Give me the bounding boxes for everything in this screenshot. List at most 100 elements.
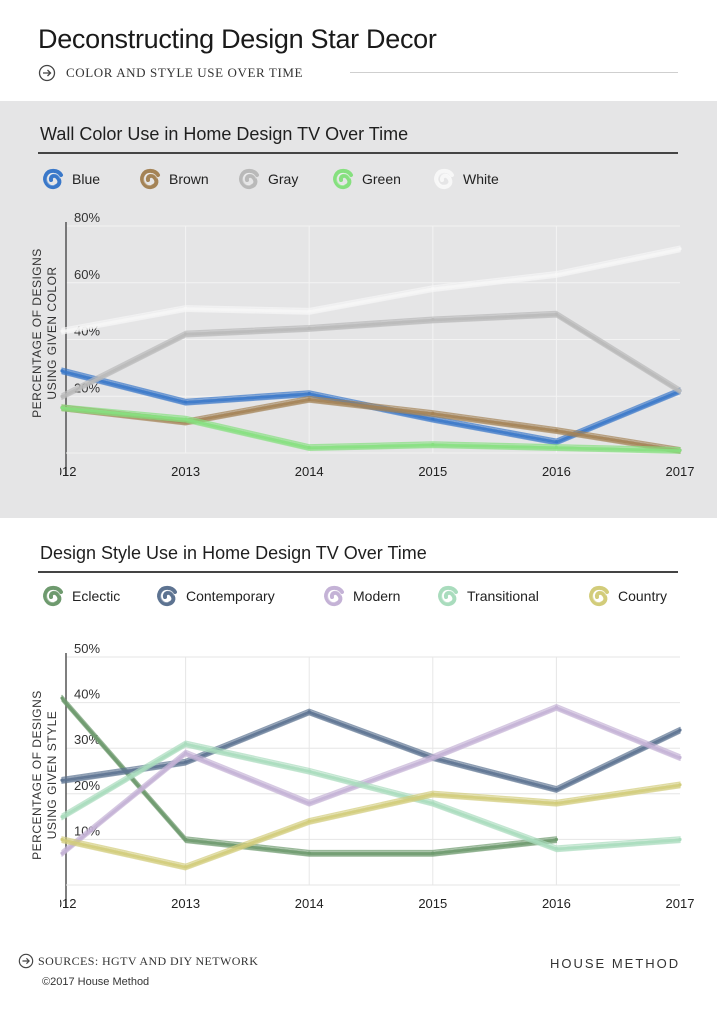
wall-color-data-point-blue (431, 417, 435, 421)
wall-color-legend-label: Gray (268, 171, 299, 187)
wall-color-data-point-green (184, 417, 188, 421)
page-title: Deconstructing Design Star Decor (38, 24, 437, 54)
design-style-legend-label: Modern (353, 588, 401, 604)
wall-color-legend-green: Green (330, 166, 401, 192)
design-style-legend-contemporary: Contemporary (154, 583, 275, 609)
design-style-data-point-country (60, 837, 64, 841)
wall-color-data-point-white (554, 272, 558, 276)
wall-color-x-tick-label: 2017 (666, 464, 695, 479)
arrow-circle-icon (18, 953, 34, 969)
wall-color-data-point-green (60, 406, 64, 410)
wall-color-data-point-gray (184, 332, 188, 336)
design-style-data-point-eclectic (554, 837, 558, 841)
design-style-y-tick-label: 20% (74, 778, 100, 793)
design-style-data-point-transitional (184, 742, 188, 746)
wall-color-x-tick-label: 2012 (60, 464, 76, 479)
wall-color-data-point-brown (554, 428, 558, 432)
wall-color-series-white (60, 245, 682, 335)
design-style-legend-modern: Modern (321, 583, 400, 609)
design-style-series-transitional (60, 740, 682, 853)
wall-color-data-point-green (678, 448, 682, 452)
swirl-swatch-icon (140, 168, 160, 190)
design-style-data-point-contemporary (307, 710, 311, 714)
wall-color-data-point-green (554, 445, 558, 449)
swirl-swatch-icon (43, 168, 63, 190)
wall-color-legend-label: White (463, 171, 499, 187)
design-style-data-point-modern (554, 705, 558, 709)
design-style-y-tick-label: 50% (74, 641, 100, 656)
wall-color-x-tick-label: 2015 (418, 464, 447, 479)
design-style-data-point-modern (60, 851, 64, 855)
subtitle-divider (350, 72, 678, 73)
design-style-series-country (60, 781, 682, 871)
design-style-data-point-eclectic (431, 851, 435, 855)
wall-color-legend: Blue Brown Gray Green White (40, 166, 680, 192)
design-style-legend-label: Transitional (467, 588, 539, 604)
design-style-legend-label: Country (618, 588, 668, 604)
arrow-circle-icon (38, 64, 56, 82)
sources-text: SOURCES: HGTV AND DIY NETWORK (38, 954, 259, 968)
design-style-legend-transitional: Transitional (435, 583, 539, 609)
wall-color-data-point-brown (431, 411, 435, 415)
wall-color-data-point-blue (184, 400, 188, 404)
copyright-text: ©2017 House Method (42, 976, 150, 988)
design-style-data-point-transitional (60, 815, 64, 819)
design-style-legend-country: Country (586, 583, 667, 609)
wall-color-legend-gray: Gray (236, 166, 298, 192)
design-style-data-point-transitional (431, 801, 435, 805)
design-style-data-point-modern (184, 751, 188, 755)
design-style-data-point-country (431, 792, 435, 796)
wall-color-legend-white: White (431, 166, 499, 192)
wall-color-y-axis-label: PERCENTAGE OF DESIGNS USING GIVEN COLOR (30, 248, 59, 418)
design-style-data-point-transitional (554, 846, 558, 851)
swirl-swatch-icon (434, 168, 454, 190)
design-style-series-contemporary (60, 708, 682, 793)
design-style-x-tick-label: 2015 (418, 896, 447, 911)
design-style-data-point-contemporary (60, 778, 64, 782)
wall-color-data-point-white (184, 306, 188, 310)
brand-logo-text: HOUSE METHOD (550, 956, 681, 971)
wall-color-data-point-gray (678, 388, 682, 393)
wall-color-x-tick-label: 2014 (295, 464, 324, 479)
design-style-data-point-modern (431, 755, 435, 759)
wall-color-data-point-gray (554, 312, 558, 316)
wall-color-data-point-white (60, 329, 64, 333)
design-style-data-point-eclectic (307, 851, 311, 855)
wall-color-data-point-green (431, 442, 435, 447)
wall-color-title-rule (38, 152, 678, 154)
swirl-swatch-icon (157, 585, 177, 607)
wall-color-data-point-brown (307, 397, 311, 401)
design-style-data-point-contemporary (554, 787, 558, 791)
wall-color-series-gray (60, 310, 682, 400)
swirl-swatch-icon (333, 168, 353, 190)
design-style-chart-title: Design Style Use in Home Design TV Over … (40, 543, 427, 563)
design-style-x-tick-label: 2012 (60, 896, 76, 911)
design-style-legend-label: Eclectic (72, 588, 121, 604)
wall-color-data-point-blue (554, 440, 558, 444)
design-style-y-axis-label: PERCENTAGE OF DESIGNS USING GIVEN STYLE (30, 690, 59, 860)
design-style-data-point-country (184, 865, 188, 869)
wall-color-legend-label: Blue (72, 171, 101, 187)
design-style-data-point-contemporary (678, 728, 682, 732)
swirl-swatch-icon (239, 168, 259, 190)
swirl-swatch-icon (43, 585, 63, 607)
wall-color-data-point-blue (307, 391, 311, 396)
design-style-data-point-eclectic (184, 837, 188, 841)
subtitle-row: COLOR AND STYLE USE OVER TIME (38, 62, 678, 84)
design-style-data-point-country (554, 801, 558, 805)
design-style-series-modern (60, 703, 682, 857)
page-subtitle: COLOR AND STYLE USE OVER TIME (66, 65, 304, 80)
wall-color-data-point-gray (307, 326, 311, 330)
wall-color-x-tick-label: 2013 (171, 464, 200, 479)
design-style-x-tick-label: 2016 (542, 896, 571, 911)
design-style-data-point-eclectic (60, 696, 64, 700)
design-style-x-tick-label: 2014 (295, 896, 324, 911)
swirl-swatch-icon (438, 585, 458, 607)
design-style-legend-eclectic: Eclectic (40, 583, 120, 609)
wall-color-series-green (60, 404, 682, 454)
design-style-data-point-transitional (307, 769, 311, 773)
wall-color-legend-label: Brown (169, 171, 209, 187)
wall-color-data-point-white (307, 309, 311, 313)
wall-color-chart: 20%40%60%80%201220132014201520162017 (60, 210, 695, 479)
swirl-swatch-icon (324, 585, 344, 607)
